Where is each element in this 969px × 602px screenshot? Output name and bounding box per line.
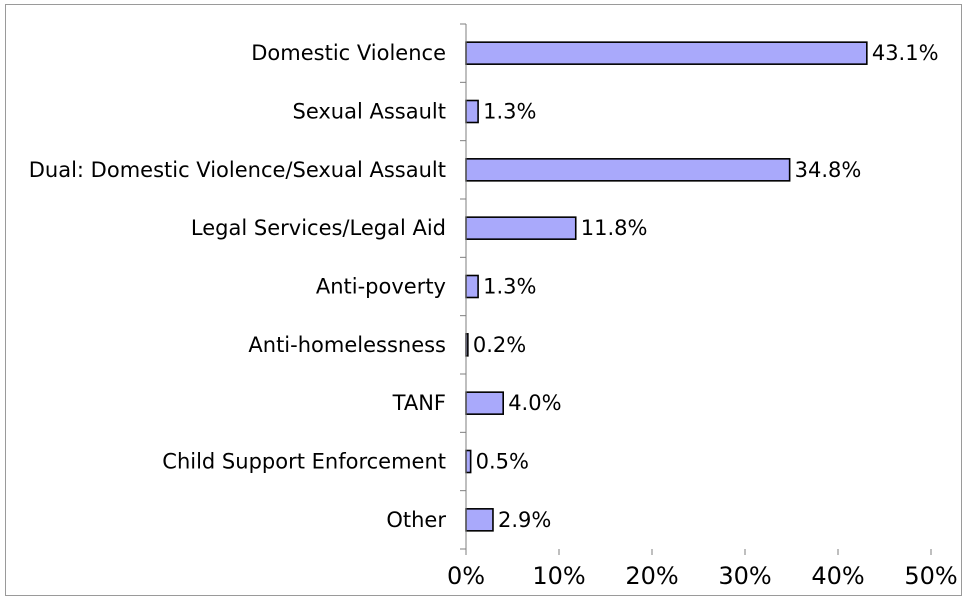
data-label: 0.5%: [476, 450, 529, 474]
category-label: Dual: Domestic Violence/Sexual Assault: [29, 158, 446, 182]
category-label: TANF: [392, 391, 446, 415]
bar: [465, 274, 479, 299]
data-label: 1.3%: [483, 275, 536, 299]
data-label: 43.1%: [872, 41, 939, 65]
axis-layer: [460, 23, 932, 555]
data-label: 2.9%: [498, 508, 551, 532]
x-tick-label: 40%: [811, 562, 864, 590]
bar: [465, 216, 577, 240]
category-label: Legal Services/Legal Aid: [191, 216, 446, 240]
data-label: 4.0%: [508, 391, 561, 415]
x-tick-label: 50%: [904, 562, 957, 590]
data-label: 0.2%: [473, 333, 526, 357]
data-label: 1.3%: [483, 100, 536, 124]
category-label: Anti-homelessness: [248, 333, 446, 357]
bar: [465, 158, 791, 182]
category-label: Child Support Enforcement: [162, 450, 446, 474]
x-tick-label: 30%: [718, 562, 771, 590]
data-label: 11.8%: [581, 216, 648, 240]
x-tick-label: 0%: [447, 562, 485, 590]
x-tick-label: 20%: [625, 562, 678, 590]
bar: [465, 41, 868, 65]
x-tick-label: 10%: [532, 562, 585, 590]
chart-frame: [5, 4, 962, 596]
data-label: 34.8%: [795, 158, 862, 182]
bar: [465, 391, 505, 415]
bar: [465, 449, 472, 474]
category-label: Sexual Assault: [293, 100, 447, 124]
category-label: Other: [386, 508, 446, 532]
category-label: Domestic Violence: [251, 41, 446, 65]
category-label: Anti-poverty: [316, 275, 446, 299]
labels-layer: 0% 10% 20% 30% 40% 50% Domestic Violence 43.1% S…: [29, 41, 958, 590]
bar: [465, 508, 494, 532]
bar: [465, 99, 479, 124]
